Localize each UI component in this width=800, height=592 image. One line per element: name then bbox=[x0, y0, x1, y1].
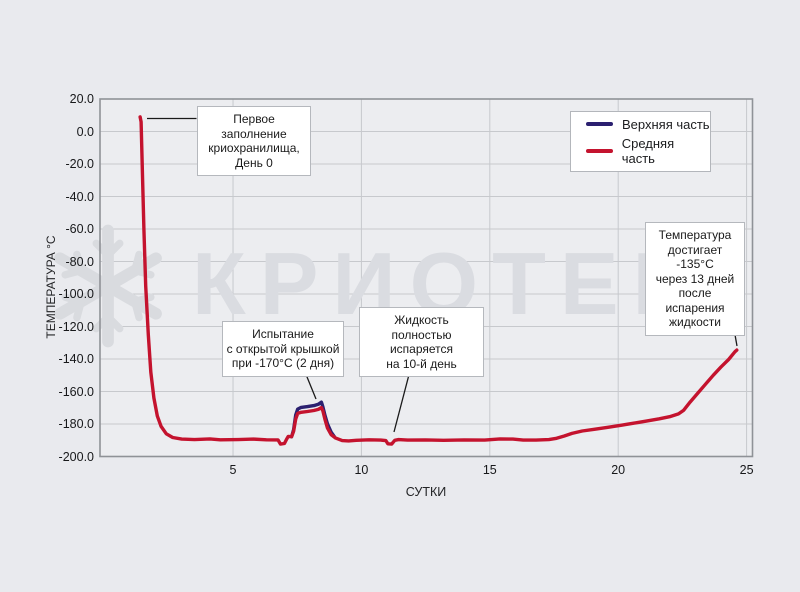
legend-entry-middle-part: Средняя часть bbox=[586, 136, 710, 166]
annotation-evaporation: Жидкость полностью испаряется на 10-й де… bbox=[359, 307, 484, 377]
annotation-lid-test: Испытание с открытой крышкой при -170°C … bbox=[222, 321, 344, 377]
annotation-first-fill: Первое заполнение криохранилища, День 0 bbox=[197, 106, 311, 176]
annotation-callout-line bbox=[304, 371, 317, 400]
annotation-callout-line bbox=[393, 366, 412, 433]
series-line-middle-part bbox=[138, 115, 739, 446]
upper-part-line-swatch bbox=[586, 122, 613, 127]
legend-entry-upper-part: Верхняя часть bbox=[586, 117, 710, 132]
plot-border bbox=[99, 98, 754, 458]
legend-label: Средняя часть bbox=[621, 136, 675, 167]
middle-part-line-swatch bbox=[586, 149, 613, 154]
legend-label: Верхняя часть bbox=[622, 116, 710, 132]
legend: Верхняя часть Средняя часть bbox=[570, 111, 711, 172]
annotation-reaches-135: Температура достигает -135°C через 13 дн… bbox=[645, 222, 745, 336]
